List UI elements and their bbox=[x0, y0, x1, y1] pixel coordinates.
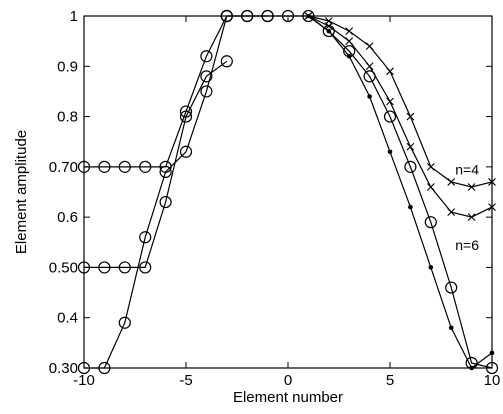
x-tick-label: 10 bbox=[484, 372, 501, 389]
annotation-layer: n=4 n=6 bbox=[455, 161, 479, 252]
data-point bbox=[406, 142, 415, 151]
series-line bbox=[84, 60, 228, 268]
data-point bbox=[365, 42, 374, 51]
data-point bbox=[404, 160, 417, 173]
data-point bbox=[445, 281, 458, 294]
data-point bbox=[179, 145, 193, 158]
data-point bbox=[386, 67, 394, 76]
series-line bbox=[226, 15, 493, 369]
series-3 bbox=[77, 9, 233, 375]
data-point bbox=[98, 160, 111, 173]
data-point bbox=[200, 85, 213, 98]
data-point bbox=[139, 231, 152, 244]
x-tick-label: -10 bbox=[73, 372, 95, 389]
series-line bbox=[308, 15, 493, 188]
data-point bbox=[426, 162, 435, 171]
data-point bbox=[345, 37, 354, 46]
data-point bbox=[200, 70, 213, 83]
series-line bbox=[84, 15, 228, 369]
data-point bbox=[428, 265, 434, 270]
data-point bbox=[346, 53, 352, 59]
ticks-layer: -10 -5 0 5 10 0.30 0.4 0.50 0.6 0.70 0.8 0.9 1 bbox=[49, 8, 501, 389]
series-line bbox=[308, 15, 493, 218]
data-point bbox=[179, 110, 193, 123]
x-tick-label: -5 bbox=[179, 372, 192, 389]
x-tick-label: 0 bbox=[284, 372, 292, 389]
series-2 bbox=[77, 55, 233, 274]
data-point bbox=[447, 178, 456, 186]
series-1 bbox=[77, 9, 274, 173]
plot-frame bbox=[83, 15, 493, 369]
data-point bbox=[408, 204, 413, 210]
series-layer bbox=[77, 9, 499, 375]
y-axis-label: Element amplitude bbox=[13, 130, 30, 254]
data-point bbox=[467, 213, 476, 222]
data-point bbox=[139, 261, 152, 274]
data-point bbox=[324, 17, 333, 25]
series-4 bbox=[220, 9, 499, 375]
data-point bbox=[118, 316, 131, 329]
data-point bbox=[118, 261, 131, 274]
data-point bbox=[139, 160, 152, 173]
data-point bbox=[424, 216, 437, 229]
y-tick-label: 0.50 bbox=[49, 259, 78, 276]
data-point bbox=[383, 110, 397, 123]
data-point bbox=[220, 55, 233, 68]
series-6 bbox=[304, 12, 496, 222]
y-tick-label: 0.8 bbox=[57, 109, 78, 126]
data-point bbox=[467, 183, 476, 191]
y-tick-label: 1 bbox=[70, 8, 78, 25]
y-tick-label: 0.30 bbox=[49, 360, 78, 377]
series-annotation: n=6 bbox=[455, 237, 479, 253]
data-point bbox=[345, 27, 354, 35]
data-point bbox=[98, 261, 111, 274]
data-point bbox=[406, 112, 415, 121]
y-tick-label: 0.70 bbox=[49, 159, 78, 176]
y-tick-label: 0.6 bbox=[57, 209, 78, 226]
data-point bbox=[365, 62, 374, 71]
data-point bbox=[386, 97, 394, 106]
data-point bbox=[326, 28, 332, 34]
data-point bbox=[118, 160, 131, 173]
data-point bbox=[159, 195, 172, 209]
series-5 bbox=[306, 13, 495, 371]
series-annotation: n=4 bbox=[455, 161, 479, 177]
data-point bbox=[448, 325, 454, 331]
data-point bbox=[426, 183, 435, 191]
x-axis-label: Element number bbox=[233, 389, 343, 406]
x-tick-label: 5 bbox=[386, 372, 394, 389]
series-7 bbox=[304, 12, 496, 191]
series-line bbox=[84, 15, 268, 168]
data-point bbox=[447, 208, 456, 217]
series-line bbox=[308, 15, 493, 369]
data-point bbox=[387, 149, 393, 155]
y-tick-label: 0.9 bbox=[57, 58, 78, 75]
data-point bbox=[159, 165, 172, 178]
y-tick-label: 0.4 bbox=[57, 310, 78, 327]
data-point bbox=[367, 94, 372, 99]
data-point bbox=[200, 50, 213, 63]
